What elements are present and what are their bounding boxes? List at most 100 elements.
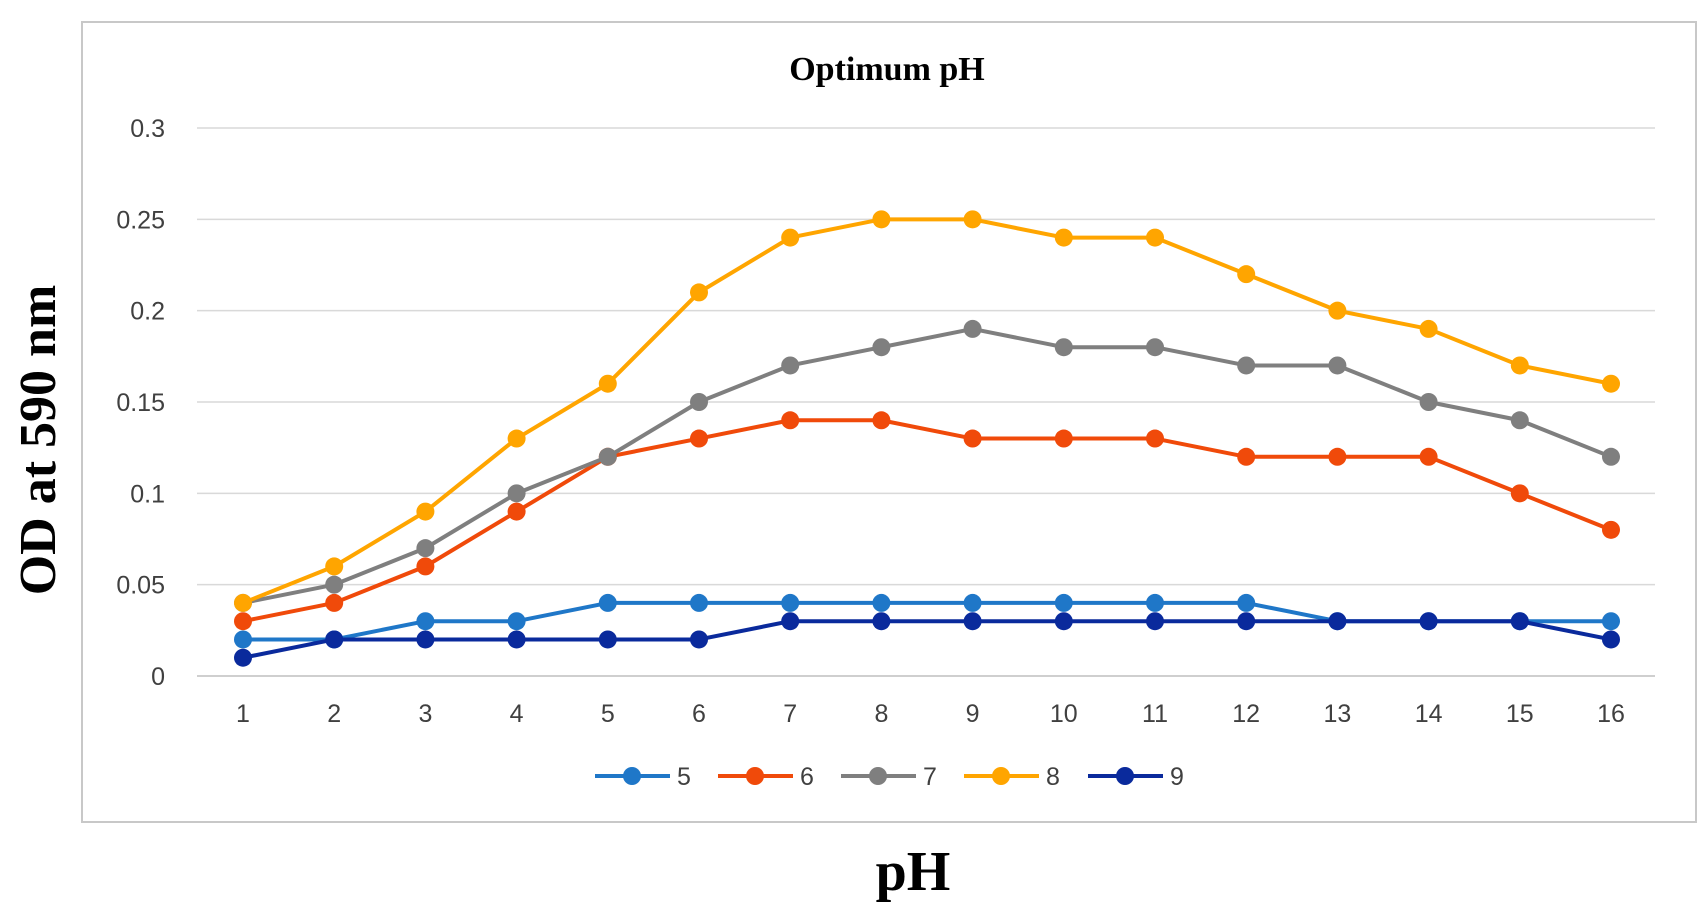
data-point xyxy=(781,593,800,612)
x-tick-label: 10 xyxy=(1050,700,1078,728)
x-tick-label: 15 xyxy=(1506,700,1534,728)
legend: 5 6 7 8 9 xyxy=(595,763,1184,791)
data-point xyxy=(872,338,891,357)
data-point xyxy=(416,612,435,631)
data-point xyxy=(1237,593,1256,612)
data-point xyxy=(234,630,252,649)
data-point xyxy=(963,319,982,338)
x-axis-label: pH xyxy=(876,841,951,903)
data-point xyxy=(1237,612,1256,631)
data-point xyxy=(1419,447,1438,466)
legend-label: 5 xyxy=(677,763,691,791)
y-tick-label: 0.2 xyxy=(130,298,165,326)
data-point xyxy=(1146,338,1164,357)
series-line xyxy=(242,326,1612,605)
data-point xyxy=(416,502,435,521)
data-point xyxy=(598,374,617,393)
data-point xyxy=(1510,356,1529,375)
data-point xyxy=(1328,447,1347,466)
data-point xyxy=(1602,520,1620,539)
data-point xyxy=(781,356,800,375)
series-line xyxy=(242,418,1612,624)
legend-marker xyxy=(746,767,764,785)
data-point xyxy=(507,429,526,448)
data-point xyxy=(1602,374,1620,393)
data-point xyxy=(507,484,526,503)
series-line xyxy=(242,217,1612,605)
x-tick-label: 14 xyxy=(1415,700,1443,728)
data-point xyxy=(234,593,252,612)
legend-item: 7 xyxy=(841,763,937,791)
x-tick-label: 7 xyxy=(783,700,797,728)
data-point xyxy=(507,612,526,631)
x-tick-label: 16 xyxy=(1597,700,1625,728)
data-point xyxy=(872,593,891,612)
data-point xyxy=(1054,228,1073,247)
data-point xyxy=(781,228,800,247)
data-point xyxy=(1419,319,1438,338)
x-tick-label: 4 xyxy=(510,700,524,728)
chart-title: Optimum pH xyxy=(789,51,985,88)
data-point xyxy=(781,411,800,430)
y-tick-label: 0.15 xyxy=(116,389,165,417)
x-tick-label: 11 xyxy=(1142,700,1168,728)
legend-item: 5 xyxy=(595,763,691,791)
y-tick-label: 0.05 xyxy=(116,572,165,600)
y-tick-label: 0.1 xyxy=(130,480,165,508)
data-point xyxy=(234,648,252,667)
legend-marker xyxy=(623,767,641,785)
x-tick-label: 3 xyxy=(418,700,432,728)
legend-marker xyxy=(992,767,1010,785)
data-point xyxy=(1146,612,1164,631)
x-tick-label: 1 xyxy=(236,700,250,728)
data-point xyxy=(963,429,982,448)
data-point xyxy=(1054,593,1073,612)
legend-item: 9 xyxy=(1088,763,1184,791)
data-point xyxy=(507,630,526,649)
data-point xyxy=(1146,593,1164,612)
data-point xyxy=(690,593,708,612)
data-point xyxy=(325,557,344,576)
x-tick-labels: 1 2 3 4 5 6 7 8 9 10 11 12 13 14 15 16 xyxy=(236,700,1625,728)
legend-label: 6 xyxy=(800,763,814,791)
data-point xyxy=(1510,484,1529,503)
y-tick-label: 0.25 xyxy=(116,206,165,234)
y-axis-label: OD at 590 nm xyxy=(10,285,67,596)
data-point xyxy=(507,502,526,521)
legend-label: 9 xyxy=(1170,763,1184,791)
data-point xyxy=(963,593,982,612)
series-8 xyxy=(234,210,1620,612)
x-tick-label: 6 xyxy=(692,700,706,728)
data-point xyxy=(234,612,252,631)
data-point xyxy=(1602,630,1620,649)
x-tick-label: 8 xyxy=(874,700,888,728)
data-point xyxy=(1328,356,1347,375)
data-point xyxy=(963,612,982,631)
data-point xyxy=(1237,447,1256,466)
y-tick-label: 0 xyxy=(151,663,165,691)
data-point xyxy=(416,630,435,649)
series-layer xyxy=(234,210,1620,667)
legend-item: 8 xyxy=(964,763,1060,791)
data-point xyxy=(598,630,617,649)
data-point xyxy=(1237,356,1256,375)
x-tick-label: 2 xyxy=(327,700,341,728)
data-point xyxy=(1419,393,1438,411)
data-point xyxy=(325,593,344,612)
data-point xyxy=(325,575,344,594)
series-line xyxy=(242,619,1612,660)
data-point xyxy=(1146,429,1164,448)
data-point xyxy=(872,210,891,229)
data-point xyxy=(416,539,435,558)
data-point xyxy=(1054,429,1073,448)
x-tick-label: 12 xyxy=(1232,700,1260,728)
data-point xyxy=(1054,612,1073,631)
data-point xyxy=(1510,411,1529,430)
series-9 xyxy=(234,612,1620,667)
data-point xyxy=(1054,338,1073,357)
data-point xyxy=(598,447,617,466)
data-point xyxy=(963,210,982,229)
y-tick-label: 0.3 xyxy=(130,115,165,143)
x-tick-label: 13 xyxy=(1323,700,1351,728)
data-point xyxy=(690,630,708,649)
